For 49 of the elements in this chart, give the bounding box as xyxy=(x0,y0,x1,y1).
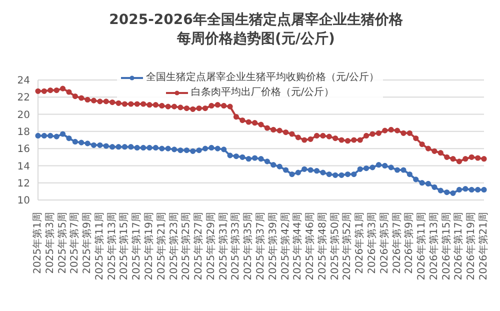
x-tick-label: 2025年第25周 xyxy=(180,212,192,280)
x-tick-label: 2026年第9周 xyxy=(403,212,416,274)
x-tick-label: 2025年第7周 xyxy=(68,212,81,274)
x-tick-label: 2026年第11周 xyxy=(416,212,428,280)
y-tick-label: 24 xyxy=(17,76,30,87)
x-tick-label: 2025年第46周 xyxy=(304,212,316,280)
x-tick-label: 2025年第33周 xyxy=(230,212,242,280)
chart-subtitle: 每周价格趋势图(元/公斤) xyxy=(176,30,335,47)
x-tick-label: 2025年第31周 xyxy=(217,212,230,280)
chart-title: 2025-2026年全国生猪定点屠宰企业生猪价格 xyxy=(109,11,404,28)
x-tick-label: 2025年第15周 xyxy=(118,212,130,280)
x-tick-label: 2026年第13周 xyxy=(428,212,440,280)
x-tick-label: 2025年第9周 xyxy=(81,212,94,274)
y-tick-label: 22 xyxy=(17,92,30,104)
x-tick-label: 2025年第39周 xyxy=(266,212,279,280)
y-tick-label: 12 xyxy=(17,178,30,190)
x-tick-label: 2025年第27周 xyxy=(192,212,205,280)
x-tick-label: 2025年第3周 xyxy=(44,212,56,274)
y-tick-label: 18 xyxy=(17,126,30,138)
y-tick-label: 20 xyxy=(17,110,30,121)
x-tick-label: 2025年第21周 xyxy=(155,212,168,280)
x-tick-label: 2026年第1周 xyxy=(354,212,366,274)
x-tick-label: 2025年第35周 xyxy=(242,212,254,280)
y-tick-label: 14 xyxy=(17,161,30,172)
x-tick-label: 2025年第1周 xyxy=(32,212,44,274)
x-tick-label: 2025年第37周 xyxy=(254,212,266,280)
legend-label: 全国生猪定点屠宰企业生猪平均收购价格（元/公斤） xyxy=(146,70,380,85)
x-tick-label: 2025年第11周 xyxy=(93,212,106,280)
x-tick-label: 2026年第15周 xyxy=(440,212,452,280)
x-tick-label: 2026年第21周 xyxy=(478,212,490,280)
x-tick-label: 2025年第50周 xyxy=(328,212,341,280)
x-tick-label: 2025年第5周 xyxy=(56,212,68,274)
x-tick-label: 2025年第42周 xyxy=(279,212,292,280)
x-tick-label: 2025年第17周 xyxy=(130,212,143,280)
legend-label: 白条肉平均出厂价格（元/公斤） xyxy=(190,86,334,100)
x-tick-label: 2025年第29周 xyxy=(204,212,217,280)
y-tick-label: 16 xyxy=(17,144,30,156)
x-tick-label: 2025年第44周 xyxy=(292,212,304,280)
x-tick-label: 2025年第23周 xyxy=(168,212,180,280)
x-tick-label: 2026年第19周 xyxy=(465,212,478,280)
x-tick-label: 2025年第52周 xyxy=(341,212,354,280)
x-tick-label: 2026年第7周 xyxy=(390,212,403,274)
x-tick-label: 2025年第48周 xyxy=(316,212,328,280)
x-tick-label: 2025年第19周 xyxy=(143,212,155,280)
x-tick-label: 2026年第17周 xyxy=(452,212,465,280)
x-tick-label: 2026年第5周 xyxy=(378,212,390,274)
y-tick-label: 10 xyxy=(17,196,30,207)
x-tick-label: 2026年第3周 xyxy=(366,212,378,274)
x-tick-label: 2025年第13周 xyxy=(106,212,118,280)
